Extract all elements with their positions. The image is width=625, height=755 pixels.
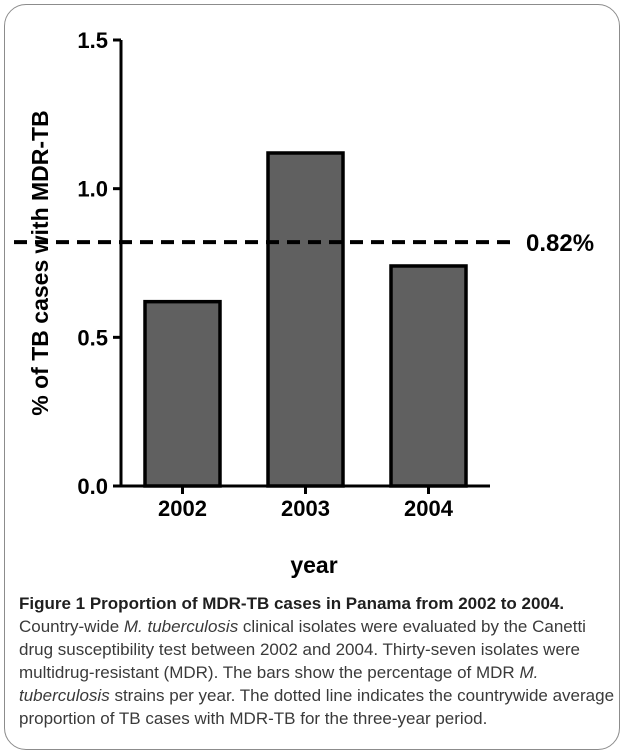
y-axis-label: % of TB cases with MDR-TB [27, 110, 53, 415]
y-tick-label: 1.0 [77, 177, 108, 202]
bar-2004 [389, 264, 468, 488]
x-axis-label: year [290, 552, 337, 578]
bar-2003 [266, 151, 345, 488]
reference-line-label: 0.82% [526, 230, 594, 257]
caption-text-1: Country-wide [19, 617, 124, 636]
x-tick-label: 2004 [404, 496, 454, 521]
x-tick-label: 2002 [158, 496, 207, 521]
bar-chart: 0.0 0.5 1.0 1.5 2002 2003 2004 0.82% % of TB c… [14, 28, 594, 578]
caption-text-3: strains per year. The dotted line indica… [19, 686, 615, 728]
bar-2002 [143, 299, 222, 488]
figure-caption: Figure 1 Proportion of MDR-TB cases in P… [19, 592, 617, 730]
reference-line-group: 0.82% [14, 230, 594, 257]
caption-title: Figure 1 Proportion of MDR-TB cases in P… [19, 594, 565, 613]
x-tick-label: 2003 [281, 496, 330, 521]
caption-species-2: M. tuberculosis [19, 663, 539, 705]
chart-bars [143, 151, 468, 488]
y-tick-label: 0.5 [77, 325, 108, 350]
y-tick-label: 0.0 [77, 474, 108, 499]
y-tick-label: 1.5 [77, 28, 108, 53]
caption-text-2: clinical isolates were evaluated by the … [19, 617, 586, 682]
caption-species-1: M. tuberculosis [123, 617, 239, 636]
